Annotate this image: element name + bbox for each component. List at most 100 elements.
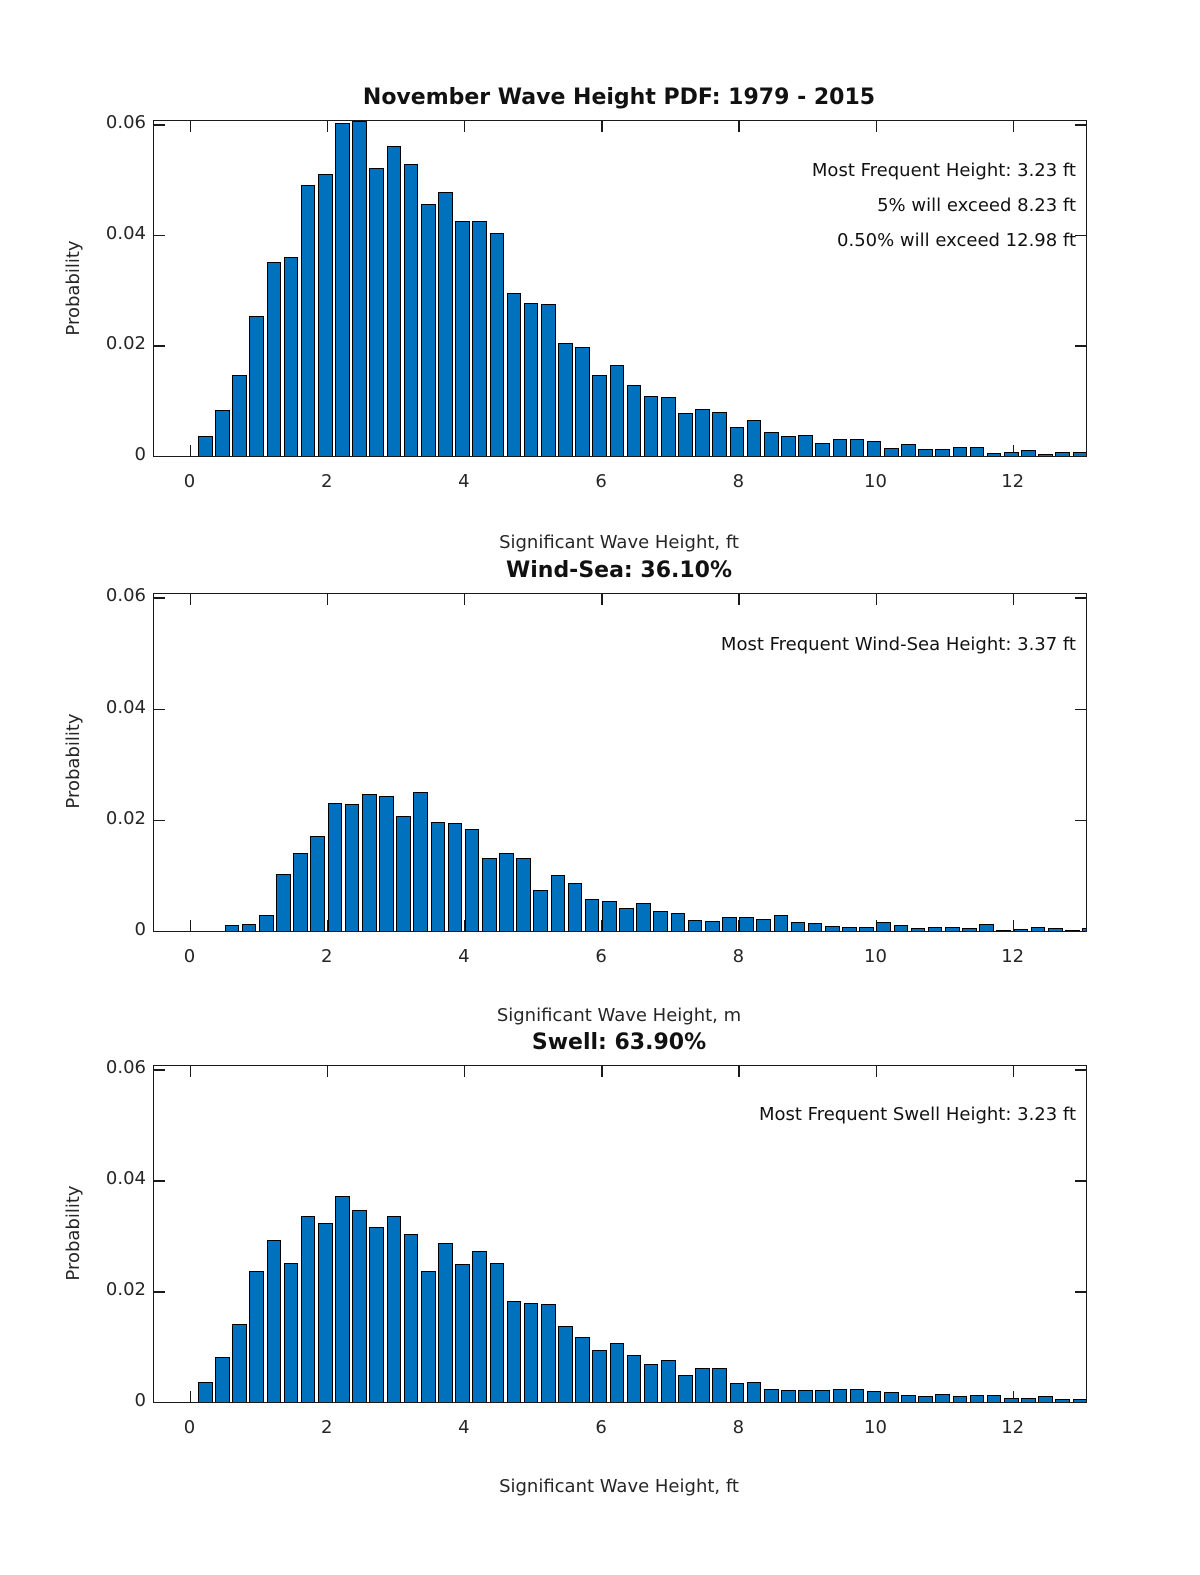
x-tick-mark: [738, 594, 740, 605]
y-tick-label: 0.06: [105, 112, 146, 134]
x-tick-mark: [601, 1066, 603, 1077]
histogram-bar: [643, 396, 659, 456]
histogram-bar: [464, 829, 480, 931]
histogram-bar: [420, 1270, 436, 1402]
histogram-bar: [1072, 451, 1086, 456]
histogram-bar: [472, 1251, 487, 1402]
histogram-bar: [584, 899, 600, 931]
chart2-plot-area: [153, 593, 1087, 932]
x-tick-label: 2: [320, 471, 333, 492]
histogram-bar: [215, 410, 230, 456]
x-tick-mark: [738, 1066, 740, 1077]
histogram-bar: [636, 903, 651, 931]
histogram-bar: [249, 1271, 265, 1402]
y-tick-mark: [154, 345, 165, 347]
histogram-bar: [283, 257, 299, 456]
histogram-bar: [883, 448, 899, 456]
x-tick-mark: [875, 1066, 877, 1077]
histogram-bar: [276, 874, 291, 931]
chart2-annotations: Most Frequent Wind-Sea Height: 3.37 ft: [300, 627, 1076, 662]
histogram-bar: [300, 1216, 316, 1402]
histogram-bar: [1055, 451, 1071, 456]
histogram-bar: [197, 1382, 213, 1402]
chart3-title: Swell: 63.90%: [531, 1030, 707, 1055]
histogram-bar: [344, 804, 360, 931]
histogram-bar: [540, 1303, 556, 1402]
histogram-bar: [516, 857, 531, 931]
x-tick-label: 8: [732, 1417, 745, 1438]
x-tick-mark: [738, 121, 740, 132]
histogram-bar: [499, 852, 514, 931]
x-tick-mark: [1012, 445, 1015, 456]
chart1-annotations: Most Frequent Height: 3.23 ft 5% will ex…: [300, 153, 1076, 258]
x-tick-mark: [1012, 1066, 1015, 1077]
histogram-bar: [849, 438, 865, 456]
histogram-bar: [1038, 1395, 1053, 1402]
histogram-bar: [283, 1262, 299, 1402]
chart1-plot-area: [153, 120, 1087, 457]
histogram-bar: [327, 803, 343, 931]
y-tick-mark: [1075, 1069, 1086, 1071]
x-tick-mark: [875, 121, 877, 132]
histogram-bar: [430, 822, 446, 931]
histogram-bar: [952, 1396, 968, 1402]
chart2-title: Wind-Sea: 36.10%: [505, 558, 733, 583]
histogram-bar: [523, 302, 539, 456]
histogram-bar: [403, 163, 419, 456]
histogram-bar: [379, 796, 394, 931]
histogram-bar: [815, 442, 830, 456]
histogram-bar: [558, 342, 573, 456]
histogram-bar: [626, 385, 642, 456]
histogram-bar: [798, 435, 813, 456]
x-tick-label: 4: [458, 471, 470, 492]
histogram-bar: [678, 413, 693, 456]
histogram-bar: [396, 816, 411, 931]
y-tick-label: 0.02: [105, 1279, 146, 1301]
x-tick-mark: [326, 594, 329, 605]
x-tick-label: 2: [320, 1417, 333, 1438]
histogram-bar: [945, 926, 960, 931]
histogram-bar: [1030, 926, 1046, 931]
y-tick-label: 0.02: [105, 807, 146, 829]
histogram-bar: [687, 920, 703, 931]
histogram-bar: [704, 921, 720, 931]
histogram-bar: [1004, 452, 1019, 456]
histogram-bar: [866, 1390, 882, 1402]
histogram-bar: [746, 419, 762, 456]
y-tick-mark: [1075, 597, 1086, 599]
x-tick-label: 12: [1001, 1417, 1025, 1438]
histogram-bar: [489, 232, 505, 456]
y-tick-label: 0.04: [105, 222, 146, 244]
histogram-bar: [824, 926, 840, 931]
histogram-bar: [807, 922, 823, 931]
x-tick-mark: [189, 594, 191, 605]
y-tick-label: 0: [134, 919, 146, 940]
histogram-bar: [567, 882, 583, 931]
histogram-bar: [842, 927, 857, 931]
histogram-bar: [215, 1357, 230, 1402]
x-tick-mark: [1012, 920, 1015, 931]
histogram-bar: [763, 432, 779, 456]
histogram-bar: [790, 921, 806, 931]
y-tick-mark: [154, 1069, 165, 1071]
histogram-bar: [661, 1360, 676, 1402]
chart3-y-axis-label: Probability: [63, 1185, 84, 1281]
x-tick-mark: [601, 121, 603, 132]
histogram-bar: [695, 1368, 710, 1402]
y-tick-label: 0.04: [105, 696, 146, 718]
x-tick-mark: [189, 121, 191, 132]
histogram-bar: [1072, 1398, 1086, 1402]
histogram-bar: [952, 446, 968, 456]
y-tick-mark: [1075, 819, 1086, 822]
histogram-bar: [318, 1222, 333, 1402]
histogram-bar: [540, 303, 556, 456]
chart2-annotation-most-frequent: Most Frequent Wind-Sea Height: 3.37 ft: [720, 634, 1076, 655]
x-tick-mark: [463, 920, 466, 931]
y-tick-mark: [154, 597, 165, 599]
x-tick-mark: [189, 1391, 191, 1402]
histogram-bar: [386, 1215, 402, 1402]
histogram-bar: [866, 440, 882, 456]
histogram-bar: [773, 915, 789, 931]
y-tick-label: 0: [134, 444, 146, 465]
histogram-bar: [986, 1395, 1002, 1402]
